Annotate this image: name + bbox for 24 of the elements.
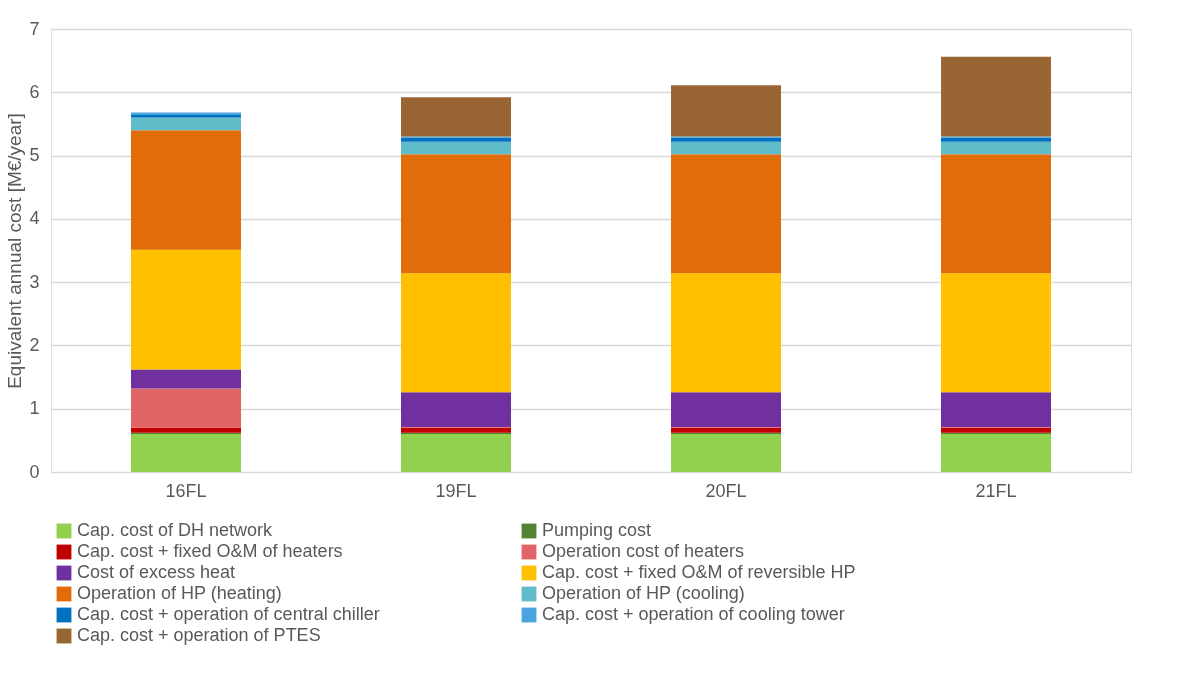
legend-label: Cap. cost + operation of central chiller (77, 604, 380, 624)
legend-label: Cap. cost + operation of cooling tower (542, 604, 845, 624)
x-tick-label: 16FL (165, 480, 207, 501)
legend-label: Cap. cost + operation of PTES (77, 625, 321, 645)
legend-label: Operation cost of heaters (542, 541, 745, 561)
x-tick-label: 19FL (435, 480, 477, 501)
legend-label: Cap. cost of DH network (77, 520, 274, 540)
y-tick-label: 7 (29, 18, 40, 39)
y-axis-title: Equivalent annual cost [M€/year] (4, 113, 26, 389)
legend-label: Operation of HP (cooling) (542, 583, 745, 603)
x-tick-label: 21FL (975, 480, 1017, 501)
y-tick-label: 0 (29, 461, 40, 482)
y-tick-label: 4 (29, 208, 40, 229)
y-tick-label: 1 (29, 398, 40, 419)
y-tick-label: 2 (29, 334, 40, 355)
y-tick-label: 3 (29, 271, 40, 292)
legend-label: Cap. cost + fixed O&M of reversible HP (542, 562, 856, 582)
legend-label: Pumping cost (542, 520, 652, 540)
y-tick-label: 6 (29, 81, 40, 102)
x-tick-label: 20FL (705, 480, 747, 501)
y-tick-label: 5 (29, 145, 40, 166)
legend-label: Cap. cost + fixed O&M of heaters (77, 541, 343, 561)
legend-label: Operation of HP (heating) (77, 583, 282, 603)
legend-label: Cost of excess heat (77, 562, 236, 582)
